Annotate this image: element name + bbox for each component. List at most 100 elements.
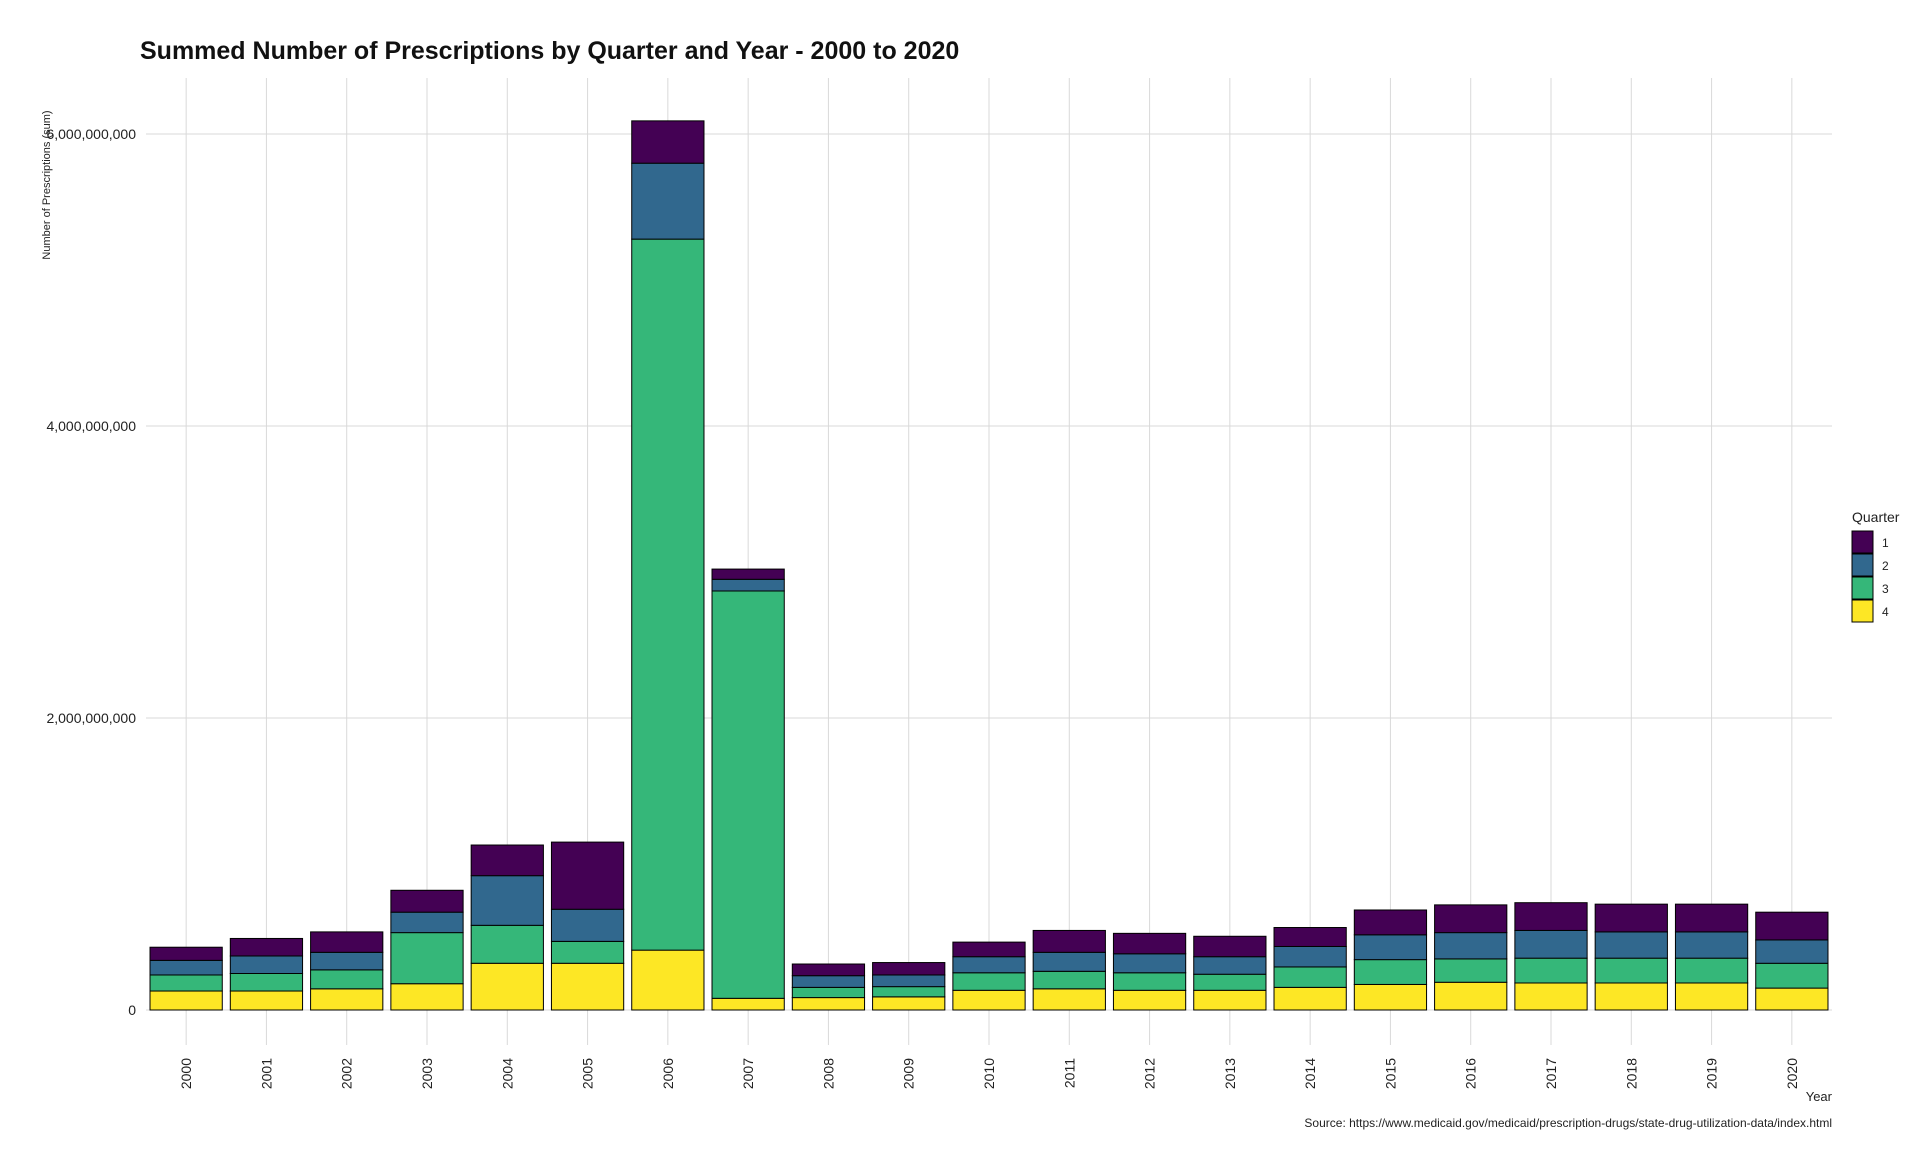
bar-segment-q2-2003 [390, 911, 464, 934]
bar-segment-q1-2010 [952, 941, 1026, 958]
legend-title: Quarter [1852, 509, 1900, 525]
bar-segment-q4-2007 [711, 997, 785, 1011]
x-tick-label: 2007 [740, 1058, 756, 1089]
bar-segment-q3-2014 [1273, 966, 1347, 988]
bar-segment-q2-2015 [1353, 934, 1428, 961]
x-tick-label: 2013 [1222, 1058, 1238, 1089]
x-tick-label: 2000 [178, 1058, 194, 1089]
bar-segment-q2-2014 [1273, 945, 1347, 968]
bar-segment-q3-2013 [1193, 973, 1267, 991]
bar-segment-q3-2006 [631, 238, 705, 951]
y-axis-ticks: 0 2,000,000,000 4,000,000,000 6,000,000,000 [46, 126, 136, 1018]
legend-label-q1: 1 [1882, 536, 1889, 550]
bar-segment-q4-2017 [1514, 982, 1588, 1011]
bar-segment-q3-2005 [550, 940, 625, 964]
x-tick-label: 2012 [1142, 1058, 1158, 1089]
bar-segment-q2-2006 [631, 162, 705, 240]
legend-swatch-q3 [1851, 576, 1874, 600]
bar-segment-q2-2013 [1193, 956, 1267, 975]
x-tick-label: 2010 [981, 1058, 997, 1089]
x-tick-label: 2009 [901, 1058, 917, 1089]
bar-segment-q2-2005 [550, 908, 625, 942]
bar-segment-q2-2012 [1112, 953, 1187, 974]
bar-segment-q2-2002 [310, 951, 384, 971]
bar-segment-q4-2003 [390, 983, 464, 1011]
bar-segment-q2-2000 [149, 959, 223, 976]
legend-label-q3: 3 [1882, 582, 1889, 596]
bar-segment-q2-2001 [229, 955, 304, 974]
x-tick-label: 2004 [499, 1058, 515, 1089]
bar-segment-q3-2004 [470, 924, 544, 964]
x-tick-label: 2011 [1061, 1058, 1077, 1088]
bar-segment-q4-2004 [470, 962, 544, 1011]
bar-segment-q1-2004 [470, 844, 544, 877]
y-tick-label: 2,000,000,000 [46, 710, 136, 726]
source-caption: Source: https://www.medicaid.gov/medicai… [1304, 1116, 1832, 1130]
bar-segment-q1-2017 [1514, 902, 1588, 931]
bar-segment-q4-2018 [1594, 982, 1668, 1011]
bar-segment-q4-2013 [1193, 989, 1267, 1011]
x-tick-label: 2020 [1784, 1058, 1800, 1089]
bar-segment-q4-2002 [310, 988, 384, 1011]
bar-segment-q2-2011 [1032, 951, 1106, 972]
bars [149, 120, 1829, 1011]
x-tick-label: 2018 [1623, 1058, 1639, 1089]
bar-segment-q2-2020 [1755, 939, 1829, 964]
x-tick-label: 2017 [1543, 1058, 1559, 1089]
bar-segment-q2-2018 [1594, 931, 1668, 959]
bar-segment-q1-2006 [631, 120, 705, 164]
bar-segment-q2-2009 [872, 974, 946, 988]
bar-segment-q4-2009 [872, 996, 946, 1011]
chart-title: Summed Number of Prescriptions by Quarte… [140, 37, 959, 65]
bar-segment-q3-2011 [1032, 970, 1106, 990]
bar-segment-q2-2010 [952, 956, 1026, 974]
y-axis-label: Number of Prescriptions (sum) [41, 110, 53, 259]
bar-segment-q3-2003 [390, 932, 464, 985]
bar-segment-q4-2006 [631, 949, 705, 1011]
x-tick-label: 2005 [580, 1058, 596, 1089]
legend-label-q2: 2 [1882, 559, 1889, 573]
x-tick-label: 2016 [1463, 1058, 1479, 1089]
bar-segment-q2-2017 [1514, 929, 1588, 959]
bar-segment-q1-2002 [310, 931, 384, 953]
y-tick-label: 0 [128, 1002, 136, 1018]
bar-segment-q3-2010 [952, 972, 1026, 991]
bar-segment-q4-2014 [1273, 986, 1347, 1011]
x-tick-label: 2002 [339, 1058, 355, 1089]
bar-segment-q2-2019 [1674, 931, 1749, 959]
bar-segment-q4-2005 [550, 962, 625, 1011]
bar-segment-q3-2016 [1434, 958, 1508, 983]
bar-segment-q1-2020 [1755, 911, 1829, 941]
y-tick-label: 4,000,000,000 [46, 418, 136, 434]
bar-segment-q1-2016 [1434, 904, 1508, 934]
bar-segment-q3-2018 [1594, 957, 1668, 984]
bar-segment-q4-2015 [1353, 983, 1428, 1011]
bar-segment-q1-2011 [1032, 929, 1106, 953]
bar-segment-q1-2012 [1112, 932, 1187, 955]
x-tick-label: 2019 [1704, 1058, 1720, 1089]
x-tick-label: 2003 [419, 1058, 435, 1089]
bar-segment-q1-2001 [229, 937, 304, 957]
bar-segment-q1-2018 [1594, 903, 1668, 933]
bar-segment-q1-2007 [711, 568, 785, 580]
bar-segment-q4-2012 [1112, 989, 1187, 1011]
x-tick-label: 2015 [1382, 1058, 1398, 1089]
y-tick-label: 6,000,000,000 [46, 126, 136, 142]
bar-segment-q4-2010 [952, 989, 1026, 1011]
bar-segment-q4-2000 [149, 990, 223, 1011]
bar-segment-q3-2002 [310, 969, 384, 990]
bar-segment-q1-2009 [872, 962, 946, 976]
bar-segment-q4-2008 [791, 997, 866, 1011]
bar-segment-q1-2003 [390, 889, 464, 913]
bar-segment-q1-2014 [1273, 927, 1347, 947]
bar-segment-q2-2004 [470, 875, 544, 926]
bar-segment-q3-2007 [711, 590, 785, 999]
x-tick-label: 2014 [1302, 1058, 1318, 1089]
x-tick-label: 2008 [820, 1058, 836, 1089]
bar-segment-q3-2017 [1514, 957, 1588, 984]
x-tick-label: 2001 [258, 1058, 274, 1089]
bar-segment-q3-2012 [1112, 972, 1187, 991]
bar-segment-q3-2015 [1353, 959, 1428, 985]
legend-label-q4: 4 [1882, 605, 1889, 619]
